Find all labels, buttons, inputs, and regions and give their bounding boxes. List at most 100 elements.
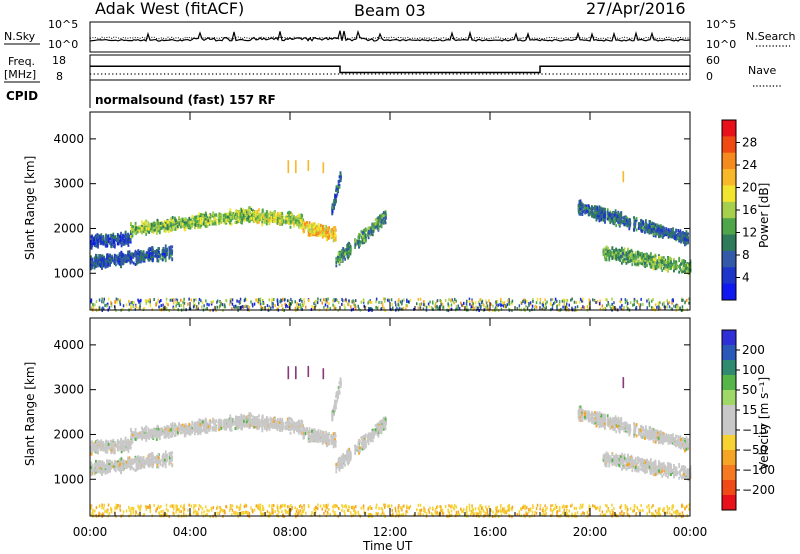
power-echo-cell (224, 219, 227, 223)
power-echo-cell (220, 214, 223, 218)
power-echo-cell (650, 265, 652, 268)
power-echo-cell (331, 209, 334, 213)
power-echo-cell (243, 218, 246, 222)
power-echo-cell (164, 259, 167, 263)
power-echo-cell (149, 224, 151, 228)
power-echo-cell (600, 208, 603, 212)
power-echo-cell (164, 224, 167, 228)
power-echo-cell (582, 210, 584, 214)
power-echo-cell (317, 230, 320, 234)
power-echo-cell (650, 252, 652, 256)
power-echo-cell (639, 223, 642, 226)
power-echo-cell (99, 261, 101, 265)
power-echo-cell (144, 255, 147, 259)
power-echo-cell (577, 204, 580, 208)
power-echo-cell (658, 225, 661, 228)
power-echo-cell (205, 214, 208, 218)
power-echo-cell (235, 220, 238, 224)
power-echo-cell (224, 213, 227, 217)
power-echo-cell (628, 225, 631, 229)
power-echo-cell (171, 216, 174, 219)
power-echo-cell (360, 236, 363, 239)
power-echo-cell (605, 247, 608, 251)
noise-right-top: 10^5 (706, 18, 736, 31)
power-echo-cell (134, 231, 137, 235)
power-echo-cell (304, 222, 307, 226)
power-echo-cell (328, 234, 330, 238)
power-echo-cell (108, 259, 111, 263)
power-echo-cell (321, 235, 324, 239)
power-echo-cell (608, 250, 611, 254)
cpid-value: normalsound (fast) 157 RF (95, 93, 276, 107)
power-echo-cell (113, 258, 115, 262)
power-echo-cell (99, 258, 102, 261)
power-echo-cell (588, 205, 591, 209)
power-echo-cell (258, 213, 260, 217)
power-echo-cell (229, 208, 232, 212)
power-echo-cell (635, 217, 638, 220)
power-echo-cell (665, 227, 668, 231)
power-echo-cell (278, 214, 281, 218)
power-echo-cell (660, 266, 663, 270)
power-echo-cell (660, 263, 663, 267)
power-echo-cell (362, 231, 364, 234)
power-echo-cell (148, 258, 151, 262)
power-echo-cell (591, 214, 593, 218)
power-echo-cell (618, 215, 621, 219)
power-echo-cell (338, 184, 341, 188)
power-echo-cell (602, 207, 605, 211)
power-echo-cell (286, 214, 289, 218)
power-echo-cell (360, 230, 363, 234)
power-echo-cell (129, 240, 132, 244)
power-echo-cell (326, 228, 329, 231)
power-echo-cell (680, 240, 682, 244)
power-echo-cell (217, 216, 220, 220)
power-echo-cell (367, 233, 369, 237)
power-echo-cell (103, 256, 105, 259)
power-echo-cell (294, 218, 297, 222)
power-echo-cell (374, 225, 377, 229)
power-echo-cell (654, 254, 657, 258)
power-echo-cell (244, 213, 247, 216)
power-echo-cell (594, 215, 597, 219)
power-echo-cell (165, 220, 168, 224)
power-echo-cell (97, 254, 100, 258)
power-echo-cell (193, 217, 195, 221)
power-echo-cell (120, 240, 123, 244)
power-echo-cell (584, 209, 586, 213)
power-echo-cell (665, 233, 668, 237)
power-echo-cell (143, 227, 146, 231)
power-echo-cell (340, 249, 343, 253)
power-echo-cell (243, 209, 245, 213)
power-echo-cell (224, 216, 227, 219)
power-echo-cell (330, 234, 333, 238)
power-echo-cell (672, 229, 674, 233)
power-echo-cell (275, 213, 277, 217)
power-echo-cell (130, 221, 132, 225)
power-echo-cell (197, 223, 200, 227)
power-echo-cell (650, 228, 653, 232)
power-echo-cell (628, 227, 631, 231)
power-echo-cell (603, 251, 606, 255)
power-echo-cell (325, 235, 327, 239)
power-echo-cell (611, 219, 613, 223)
power-echo-cell (134, 254, 136, 258)
power-echo-cell (622, 260, 624, 264)
power-echo-cell (114, 237, 117, 241)
power-echo-cell (687, 236, 689, 240)
power-echo-cell (634, 262, 636, 266)
power-echo-cell (229, 212, 231, 216)
power-echo-cell (327, 236, 330, 240)
power-echo-cell (595, 218, 598, 222)
power-echo-cell (287, 214, 290, 218)
power-echo-cell (609, 210, 612, 214)
power-echo-cell (268, 216, 271, 220)
power-echo-cell (650, 225, 653, 228)
power-echo-cell (363, 233, 365, 237)
power-echo-cell (593, 213, 596, 216)
power-echo-cell (308, 228, 311, 232)
power-echo-cell (341, 254, 344, 257)
power-echo-cell (380, 225, 383, 229)
power-echo-cell (592, 211, 595, 214)
power-echo-cell (276, 221, 279, 225)
